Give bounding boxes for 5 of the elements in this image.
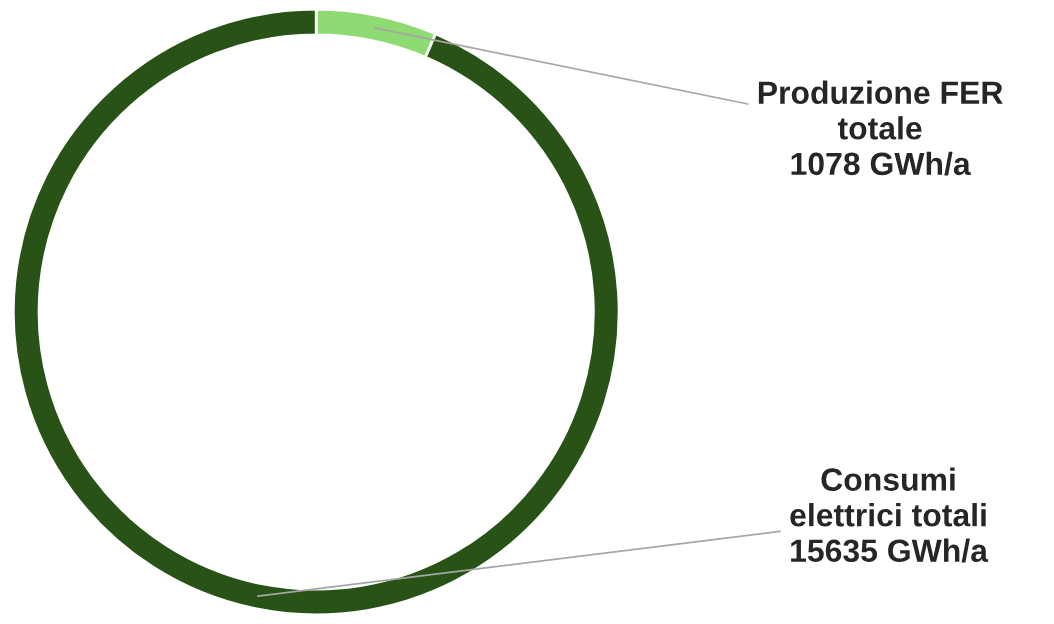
data-label: 15635 GWh/a	[791, 538, 989, 563]
slice-label: Consumi elettrici totali	[790, 467, 986, 527]
slice-label: Produzione FER totale	[758, 80, 1003, 140]
data-label: 1078 GWh/a	[791, 151, 971, 176]
donut-slice	[11, 7, 621, 617]
